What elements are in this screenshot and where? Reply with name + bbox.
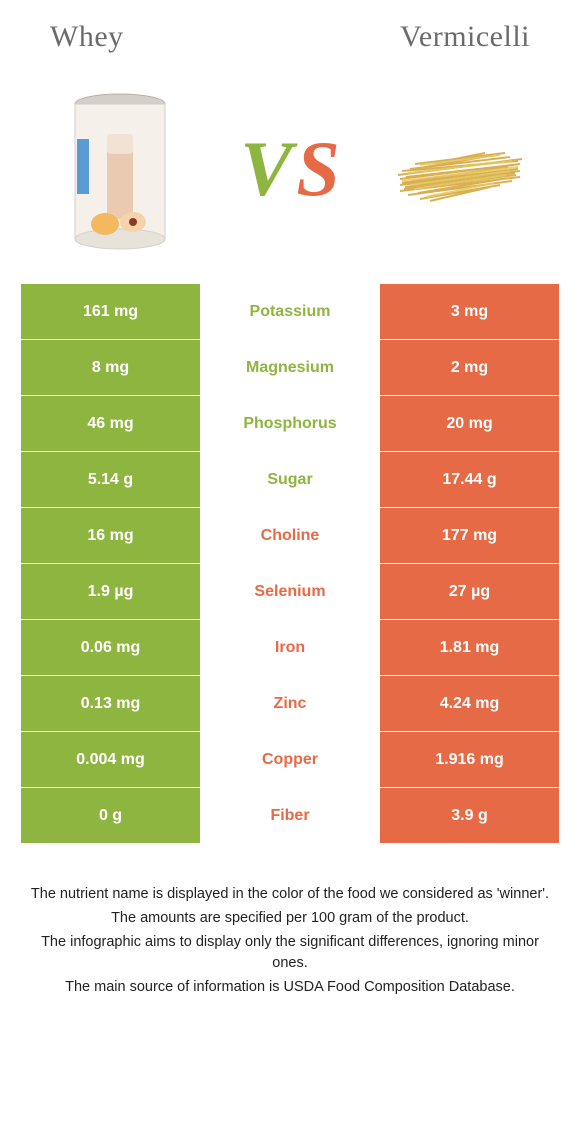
vermicelli-value: 27 µg [380,564,559,619]
nutrient-row: 0.13 mgZinc4.24 mg [21,676,559,732]
vermicelli-illustration-icon [390,109,530,229]
vermicelli-value: 17.44 g [380,452,559,507]
header-row: Whey Vermicelli [20,20,560,54]
nutrient-row: 0 gFiber3.9 g [21,788,559,844]
food1-title: Whey [50,20,124,54]
nutrient-name: Sugar [200,452,380,507]
whey-image [50,84,190,254]
vermicelli-value: 2 mg [380,340,559,395]
vermicelli-value: 4.24 mg [380,676,559,731]
nutrient-name: Magnesium [200,340,380,395]
vermicelli-value: 177 mg [380,508,559,563]
nutrient-row: 0.06 mgIron1.81 mg [21,620,559,676]
food2-title: Vermicelli [400,20,530,54]
nutrient-row: 5.14 gSugar17.44 g [21,452,559,508]
whey-value: 5.14 g [21,452,200,507]
vermicelli-value: 3.9 g [380,788,559,843]
vs-label: V S [240,124,339,214]
images-row: V S [20,84,560,254]
footer-line-2: The amounts are specified per 100 gram o… [30,908,550,930]
whey-value: 1.9 µg [21,564,200,619]
whey-value: 46 mg [21,396,200,451]
nutrient-name: Selenium [200,564,380,619]
vermicelli-value: 3 mg [380,284,559,339]
nutrient-row: 1.9 µgSelenium27 µg [21,564,559,620]
nutrient-name: Copper [200,732,380,787]
whey-value: 0.13 mg [21,676,200,731]
nutrient-name: Iron [200,620,380,675]
footer-line-1: The nutrient name is displayed in the co… [30,884,550,906]
whey-value: 8 mg [21,340,200,395]
vermicelli-image [390,84,530,254]
nutrient-row: 16 mgCholine177 mg [21,508,559,564]
nutrient-name: Phosphorus [200,396,380,451]
nutrient-row: 161 mgPotassium3 mg [21,284,559,340]
vs-s-letter: S [296,124,339,214]
whey-value: 0 g [21,788,200,843]
footer-line-3: The infographic aims to display only the… [30,932,550,976]
nutrient-name: Choline [200,508,380,563]
nutrient-name: Zinc [200,676,380,731]
whey-illustration-icon [55,84,185,254]
nutrient-row: 8 mgMagnesium2 mg [21,340,559,396]
nutrient-table: 161 mgPotassium3 mg8 mgMagnesium2 mg46 m… [21,284,559,844]
whey-value: 16 mg [21,508,200,563]
whey-value: 161 mg [21,284,200,339]
vs-v-letter: V [240,124,292,214]
vermicelli-value: 1.81 mg [380,620,559,675]
whey-value: 0.06 mg [21,620,200,675]
footer-notes: The nutrient name is displayed in the co… [20,884,560,999]
vermicelli-value: 1.916 mg [380,732,559,787]
nutrient-name: Fiber [200,788,380,843]
footer-line-4: The main source of information is USDA F… [30,977,550,999]
nutrient-row: 46 mgPhosphorus20 mg [21,396,559,452]
whey-value: 0.004 mg [21,732,200,787]
vermicelli-value: 20 mg [380,396,559,451]
nutrient-row: 0.004 mgCopper1.916 mg [21,732,559,788]
nutrient-name: Potassium [200,284,380,339]
